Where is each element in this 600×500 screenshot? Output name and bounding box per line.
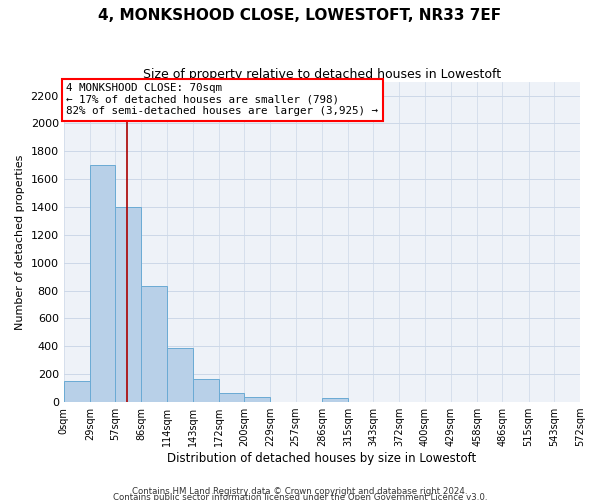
Bar bbox=[167, 348, 193, 402]
Bar bbox=[141, 286, 167, 402]
Y-axis label: Number of detached properties: Number of detached properties bbox=[15, 154, 25, 330]
Text: 4 MONKSHOOD CLOSE: 70sqm
← 17% of detached houses are smaller (798)
82% of semi-: 4 MONKSHOOD CLOSE: 70sqm ← 17% of detach… bbox=[66, 84, 378, 116]
Text: Contains public sector information licensed under the Open Government Licence v3: Contains public sector information licen… bbox=[113, 492, 487, 500]
X-axis label: Distribution of detached houses by size in Lowestoft: Distribution of detached houses by size … bbox=[167, 452, 476, 465]
Title: Size of property relative to detached houses in Lowestoft: Size of property relative to detached ho… bbox=[143, 68, 501, 80]
Bar bbox=[193, 379, 219, 402]
Text: 4, MONKSHOOD CLOSE, LOWESTOFT, NR33 7EF: 4, MONKSHOOD CLOSE, LOWESTOFT, NR33 7EF bbox=[98, 8, 502, 22]
Bar bbox=[90, 166, 115, 402]
Bar bbox=[244, 397, 271, 402]
Bar bbox=[322, 398, 348, 402]
Bar bbox=[219, 393, 244, 402]
Bar bbox=[64, 381, 90, 402]
Text: Contains HM Land Registry data © Crown copyright and database right 2024.: Contains HM Land Registry data © Crown c… bbox=[132, 486, 468, 496]
Bar bbox=[115, 207, 141, 402]
